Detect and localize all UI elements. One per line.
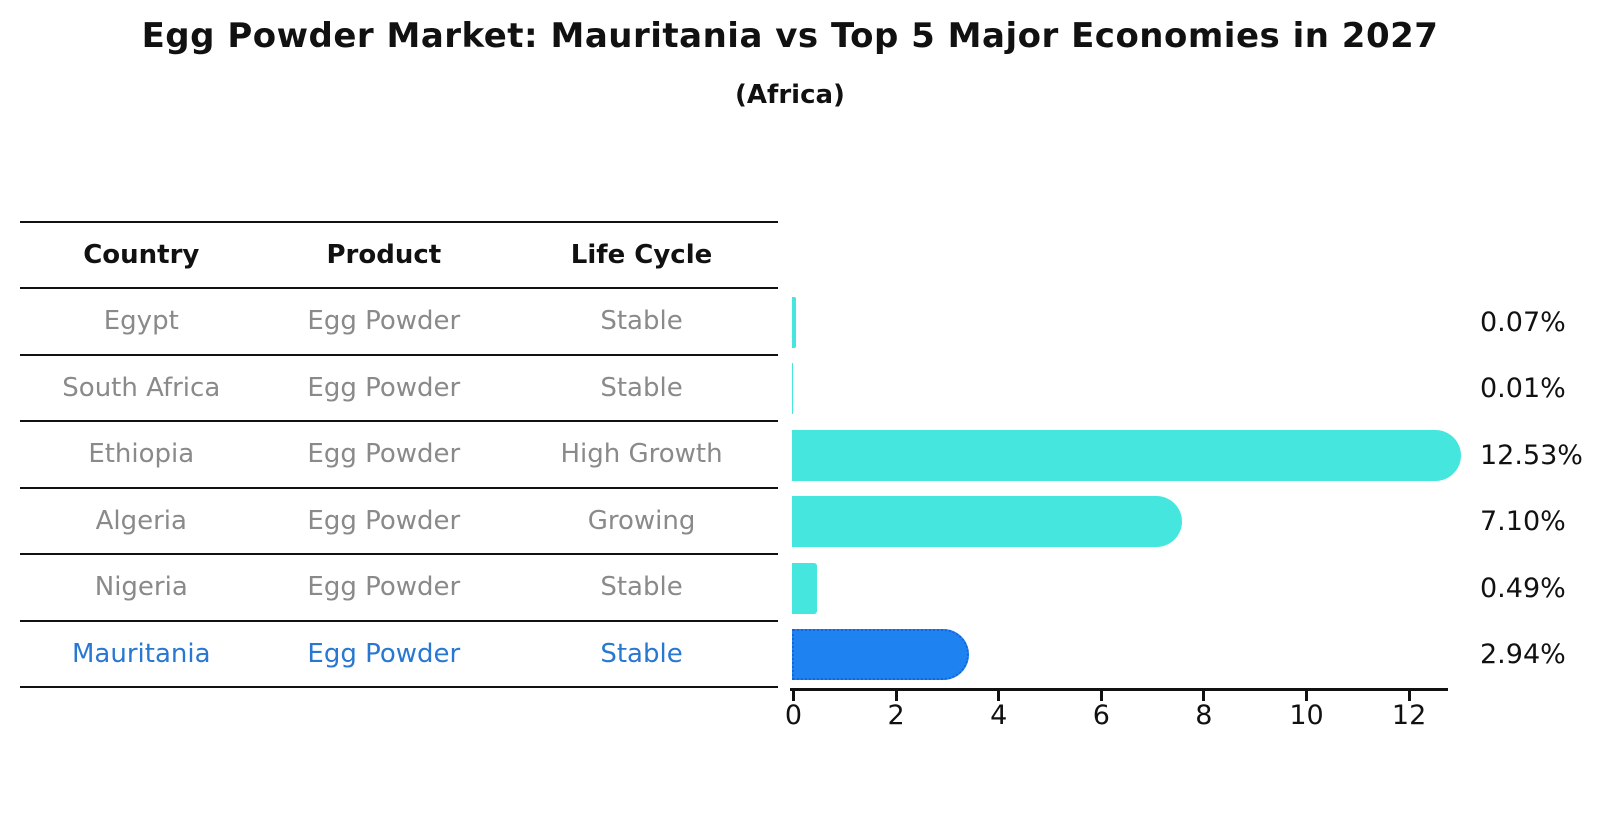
header-life-cycle: Life Cycle [570,240,713,270]
table-header-row: Country Product Life Cycle [20,223,778,289]
x-tick-label: 0 [784,700,803,731]
x-tick [1305,691,1308,701]
life-cycle-cell: Stable [600,572,683,603]
life-cycle-cell: Stable [600,638,683,669]
x-tick [1202,691,1206,701]
country-cell: Mauritania [72,638,211,669]
bar-chart-plot-area [792,289,1461,689]
bar-south-africa [792,363,793,414]
life-cycle-cell: High Growth [560,439,723,470]
x-tick-label: 6 [1092,700,1110,731]
value-label-nigeria: 0.49% [1480,572,1566,604]
x-tick [792,691,795,701]
life-cycle-cell: Stable [600,372,683,403]
product-cell: Egg Powder [307,572,461,603]
bar-egypt [792,296,796,348]
product-cell: Egg Powder [307,505,461,536]
table-row-nigeria: Nigeria Egg Powder Stable [20,555,778,622]
table-row-south-africa: South Africa Egg Powder Stable [20,356,778,422]
x-tick [1407,691,1411,701]
data-table: Country Product Life Cycle Egypt Egg Pow… [20,221,778,688]
x-tick [894,691,898,701]
header-product: Product [326,240,442,270]
x-tick-label: 12 [1391,700,1427,731]
x-tick [1099,691,1103,701]
x-tick-label: 4 [990,700,1008,731]
chart-subtitle: (Africa) [735,80,845,110]
value-label-ethiopia: 12.53% [1480,439,1583,471]
product-cell: Egg Powder [307,306,461,337]
value-label-south-africa: 0.01% [1480,373,1566,405]
product-cell: Egg Powder [307,638,461,669]
country-cell: Nigeria [94,572,188,603]
country-cell: South Africa [62,372,221,403]
x-axis-line [790,688,1448,691]
value-label-mauritania: 2.94% [1480,639,1566,671]
country-cell: Algeria [95,505,187,536]
life-cycle-cell: Stable [600,306,683,337]
table-row-ethiopia: Ethiopia Egg Powder High Growth [20,422,778,489]
bar-ethiopia [792,429,1461,481]
product-cell: Egg Powder [307,439,461,470]
bar-algeria [792,496,1183,547]
bar-mauritania [792,629,969,680]
value-label-egypt: 0.07% [1480,306,1566,338]
header-country: Country [83,240,200,270]
table-row-mauritania: Mauritania Egg Powder Stable [20,622,778,688]
value-label-algeria: 7.10% [1480,506,1566,538]
chart-title: Egg Powder Market: Mauritania vs Top 5 M… [141,16,1439,56]
x-tick-label: 2 [887,700,905,731]
product-cell: Egg Powder [307,372,461,403]
life-cycle-cell: Growing [587,505,696,536]
bar-nigeria [792,562,818,614]
x-tick-label: 8 [1195,700,1213,731]
table-row-algeria: Algeria Egg Powder Growing [20,489,778,555]
country-cell: Ethiopia [88,439,195,470]
table-row-egypt: Egypt Egg Powder Stable [20,289,778,356]
x-tick-label: 10 [1289,700,1324,731]
country-cell: Egypt [103,306,179,337]
x-tick [997,691,1001,701]
